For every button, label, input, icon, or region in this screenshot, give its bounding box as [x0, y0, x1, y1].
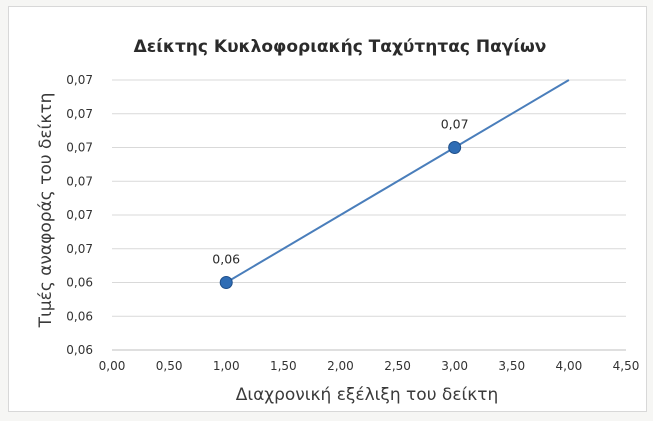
x-tick-labels: 0,00 0,50 1,00 1,50 2,00 2,50 3,00 3,50 4,00 4,50 — [99, 359, 640, 373]
y-tick-label: 0,07 — [66, 208, 93, 222]
y-tick-label: 0,06 — [66, 276, 93, 290]
data-label: 0,06 — [212, 252, 240, 267]
y-tick-label: 0,07 — [66, 141, 93, 155]
y-tick-label: 0,07 — [66, 73, 93, 87]
x-tick-label: 2,00 — [327, 359, 354, 373]
x-tick-label: 3,50 — [498, 359, 525, 373]
data-label: 0,07 — [441, 117, 469, 132]
x-tick-label: 0,00 — [99, 359, 126, 373]
series-layer: 0,06 0,07 — [212, 79, 570, 289]
y-tick-label: 0,06 — [66, 309, 93, 323]
y-tick-label: 0,07 — [66, 174, 93, 188]
y-tick-label: 0,07 — [66, 242, 93, 256]
data-point — [219, 276, 233, 289]
x-tick-label: 0,50 — [156, 359, 183, 373]
y-axis-label: Τιμές αναφοράς του δείκτη — [36, 93, 56, 329]
y-tick-labels: 0,06 0,06 0,06 0,07 0,07 0,07 0,07 0,07 0,07 — [66, 73, 93, 357]
y-tick-label: 0,06 — [66, 343, 93, 357]
chart-area — [8, 6, 647, 412]
x-tick-label: 4,50 — [613, 359, 640, 373]
x-tick-label: 3,00 — [441, 359, 468, 373]
x-tick-label: 4,00 — [556, 359, 583, 373]
data-point — [448, 141, 462, 154]
grid-lines — [112, 79, 626, 351]
y-tick-label: 0,07 — [66, 107, 93, 121]
x-tick-label: 1,50 — [270, 359, 297, 373]
x-tick-label: 1,00 — [213, 359, 240, 373]
x-axis-label: Διαχρονική εξέλιξη του δείκτη — [236, 385, 499, 405]
chart-title: Δείκτης Κυκλοφοριακής Ταχύτητας Παγίων — [134, 37, 547, 57]
x-tick-label: 2,50 — [384, 359, 411, 373]
